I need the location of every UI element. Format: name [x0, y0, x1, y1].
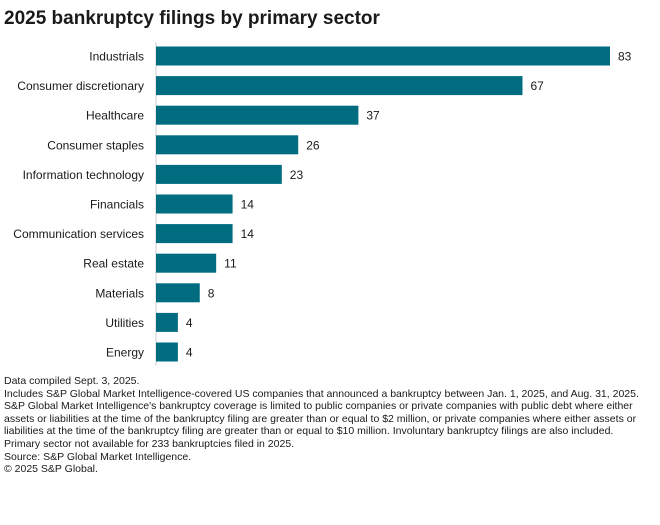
value-label-real-estate: 11: [224, 257, 237, 271]
note-coverage-criteria: S&P Global Market Intelligence's bankrup…: [4, 400, 637, 438]
category-label-information-technology: Information technology: [23, 168, 144, 182]
category-label-utilities: Utilities: [105, 316, 144, 330]
value-label-energy: 4: [186, 346, 193, 360]
value-label-utilities: 4: [186, 316, 193, 330]
chart-notes: Data compiled Sept. 3, 2025. Includes S&…: [4, 375, 656, 476]
category-label-consumer-staples: Consumer staples: [47, 138, 144, 152]
value-label-materials: 8: [208, 286, 215, 300]
note-data-compiled: Data compiled Sept. 3, 2025.: [4, 375, 140, 387]
bar-utilities: [156, 312, 178, 332]
note-copyright: © 2025 S&P Global.: [4, 463, 98, 476]
value-label-healthcare: 37: [366, 109, 380, 123]
value-label-consumer-discretionary: 67: [530, 79, 544, 93]
bar-industrials: [156, 46, 610, 66]
bar-consumer-discretionary: [156, 76, 523, 96]
bar-consumer-staples: [156, 135, 299, 155]
value-label-consumer-staples: 26: [306, 138, 320, 152]
bar-healthcare: [156, 105, 359, 125]
note-primary-sector: Primary sector not available for 233 ban…: [4, 437, 295, 450]
bar-communication-services: [156, 224, 233, 244]
category-label-materials: Materials: [95, 286, 144, 300]
bar-real-estate: [156, 253, 217, 273]
note-source: Source: S&P Global Market Intelligence.: [4, 450, 192, 463]
bar-materials: [156, 283, 200, 303]
category-label-consumer-discretionary: Consumer discretionary: [17, 79, 144, 93]
chart-title: 2025 bankruptcy filings by primary secto…: [4, 8, 380, 29]
value-label-financials: 14: [241, 198, 255, 212]
category-label-energy: Energy: [106, 346, 144, 360]
category-label-healthcare: Healthcare: [86, 109, 144, 123]
note-coverage-period: Includes S&P Global Market Intelligence-…: [4, 387, 639, 400]
category-label-real-estate: Real estate: [83, 257, 144, 271]
value-label-information-technology: 23: [290, 168, 304, 182]
value-label-industrials: 83: [618, 50, 632, 64]
bar-chart: Industrials 83 Consumer discretionary 67 Hea…: [13, 42, 632, 366]
bar-financials: [156, 194, 233, 214]
category-label-communication-services: Communication services: [13, 227, 144, 241]
category-label-industrials: Industrials: [89, 50, 144, 64]
bars-group: Industrials 83 Consumer discretionary 67 Hea…: [13, 46, 632, 362]
value-label-communication-services: 14: [241, 227, 255, 241]
bar-information-technology: [156, 164, 282, 184]
bar-energy: [156, 342, 178, 362]
category-label-financials: Financials: [90, 198, 144, 212]
